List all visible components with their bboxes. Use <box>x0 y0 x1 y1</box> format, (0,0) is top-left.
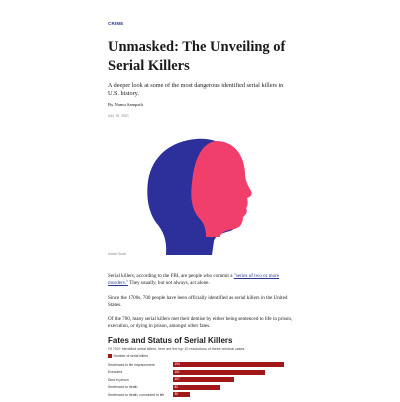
legend-swatch <box>108 354 112 358</box>
front-face-silhouette <box>191 141 252 237</box>
bar-chart: Sentenced to life imprisonment 194 Execute… <box>108 362 294 402</box>
hero-illustration <box>147 138 252 255</box>
bar-value-label: 194 <box>174 362 180 366</box>
chart-title: Fates and Status of Serial Killers <box>108 336 233 345</box>
dek: A deeper look at some of the most danger… <box>108 82 284 97</box>
paragraph-text: They usually, but not always, act alone. <box>128 279 210 286</box>
byline: By Namu Sampath <box>108 102 143 107</box>
chart-row: Sentenced to death 82 <box>108 384 220 390</box>
paragraph-text: Serial killers, according to the FBI, ar… <box>108 273 234 279</box>
image-credit: Adobe Stock <box>108 252 127 256</box>
bar-label: Executed <box>108 370 123 374</box>
chart-row: Sentenced to death, commuted to life 30 <box>108 392 191 397</box>
bar-value-label: 161 <box>174 369 180 374</box>
chart-row: Executed 161 <box>108 369 265 375</box>
bar-label: Sentenced to death, commuted to life <box>108 392 165 397</box>
chart-row: Died in prison 107 <box>108 377 235 382</box>
bar-label: Sentenced to life imprisonment <box>108 362 155 367</box>
bar[interactable]: 82 <box>173 384 220 390</box>
fbi-definition-link[interactable]: "series of two or more murders." <box>108 273 280 286</box>
bar[interactable]: 194 <box>173 362 284 367</box>
bar[interactable]: 161 <box>173 369 265 375</box>
body-paragraph-2: Since the 1700s, 700 people have been of… <box>108 295 288 308</box>
section-kicker[interactable]: CRIME <box>108 21 124 26</box>
chart-row: Sentenced to life imprisonment 194 <box>108 362 284 367</box>
bar-value-label: 107 <box>174 377 180 381</box>
bar[interactable]: 107 <box>173 377 235 382</box>
chart-legend: Number of serial killers <box>108 354 148 358</box>
bar-label: Died in prison <box>108 377 129 382</box>
publish-date: July 10, 2023 <box>108 114 129 118</box>
legend-label: Number of serial killers <box>113 354 148 358</box>
bar-value-label: 82 <box>174 384 179 389</box>
chart-subtitle: Of 700+ identified serial killers, here … <box>108 347 246 351</box>
bar[interactable]: 30 <box>173 392 191 397</box>
body-paragraph-1: Serial killers, according to the FBI, ar… <box>108 273 294 286</box>
body-paragraph-3: Of the 700, many serial killers met thei… <box>108 316 293 329</box>
headline: Unmasked: The Unveiling of Serial Killer… <box>108 39 286 74</box>
bar-label: Sentenced to death <box>108 385 138 389</box>
bar-value-label: 30 <box>174 392 179 396</box>
